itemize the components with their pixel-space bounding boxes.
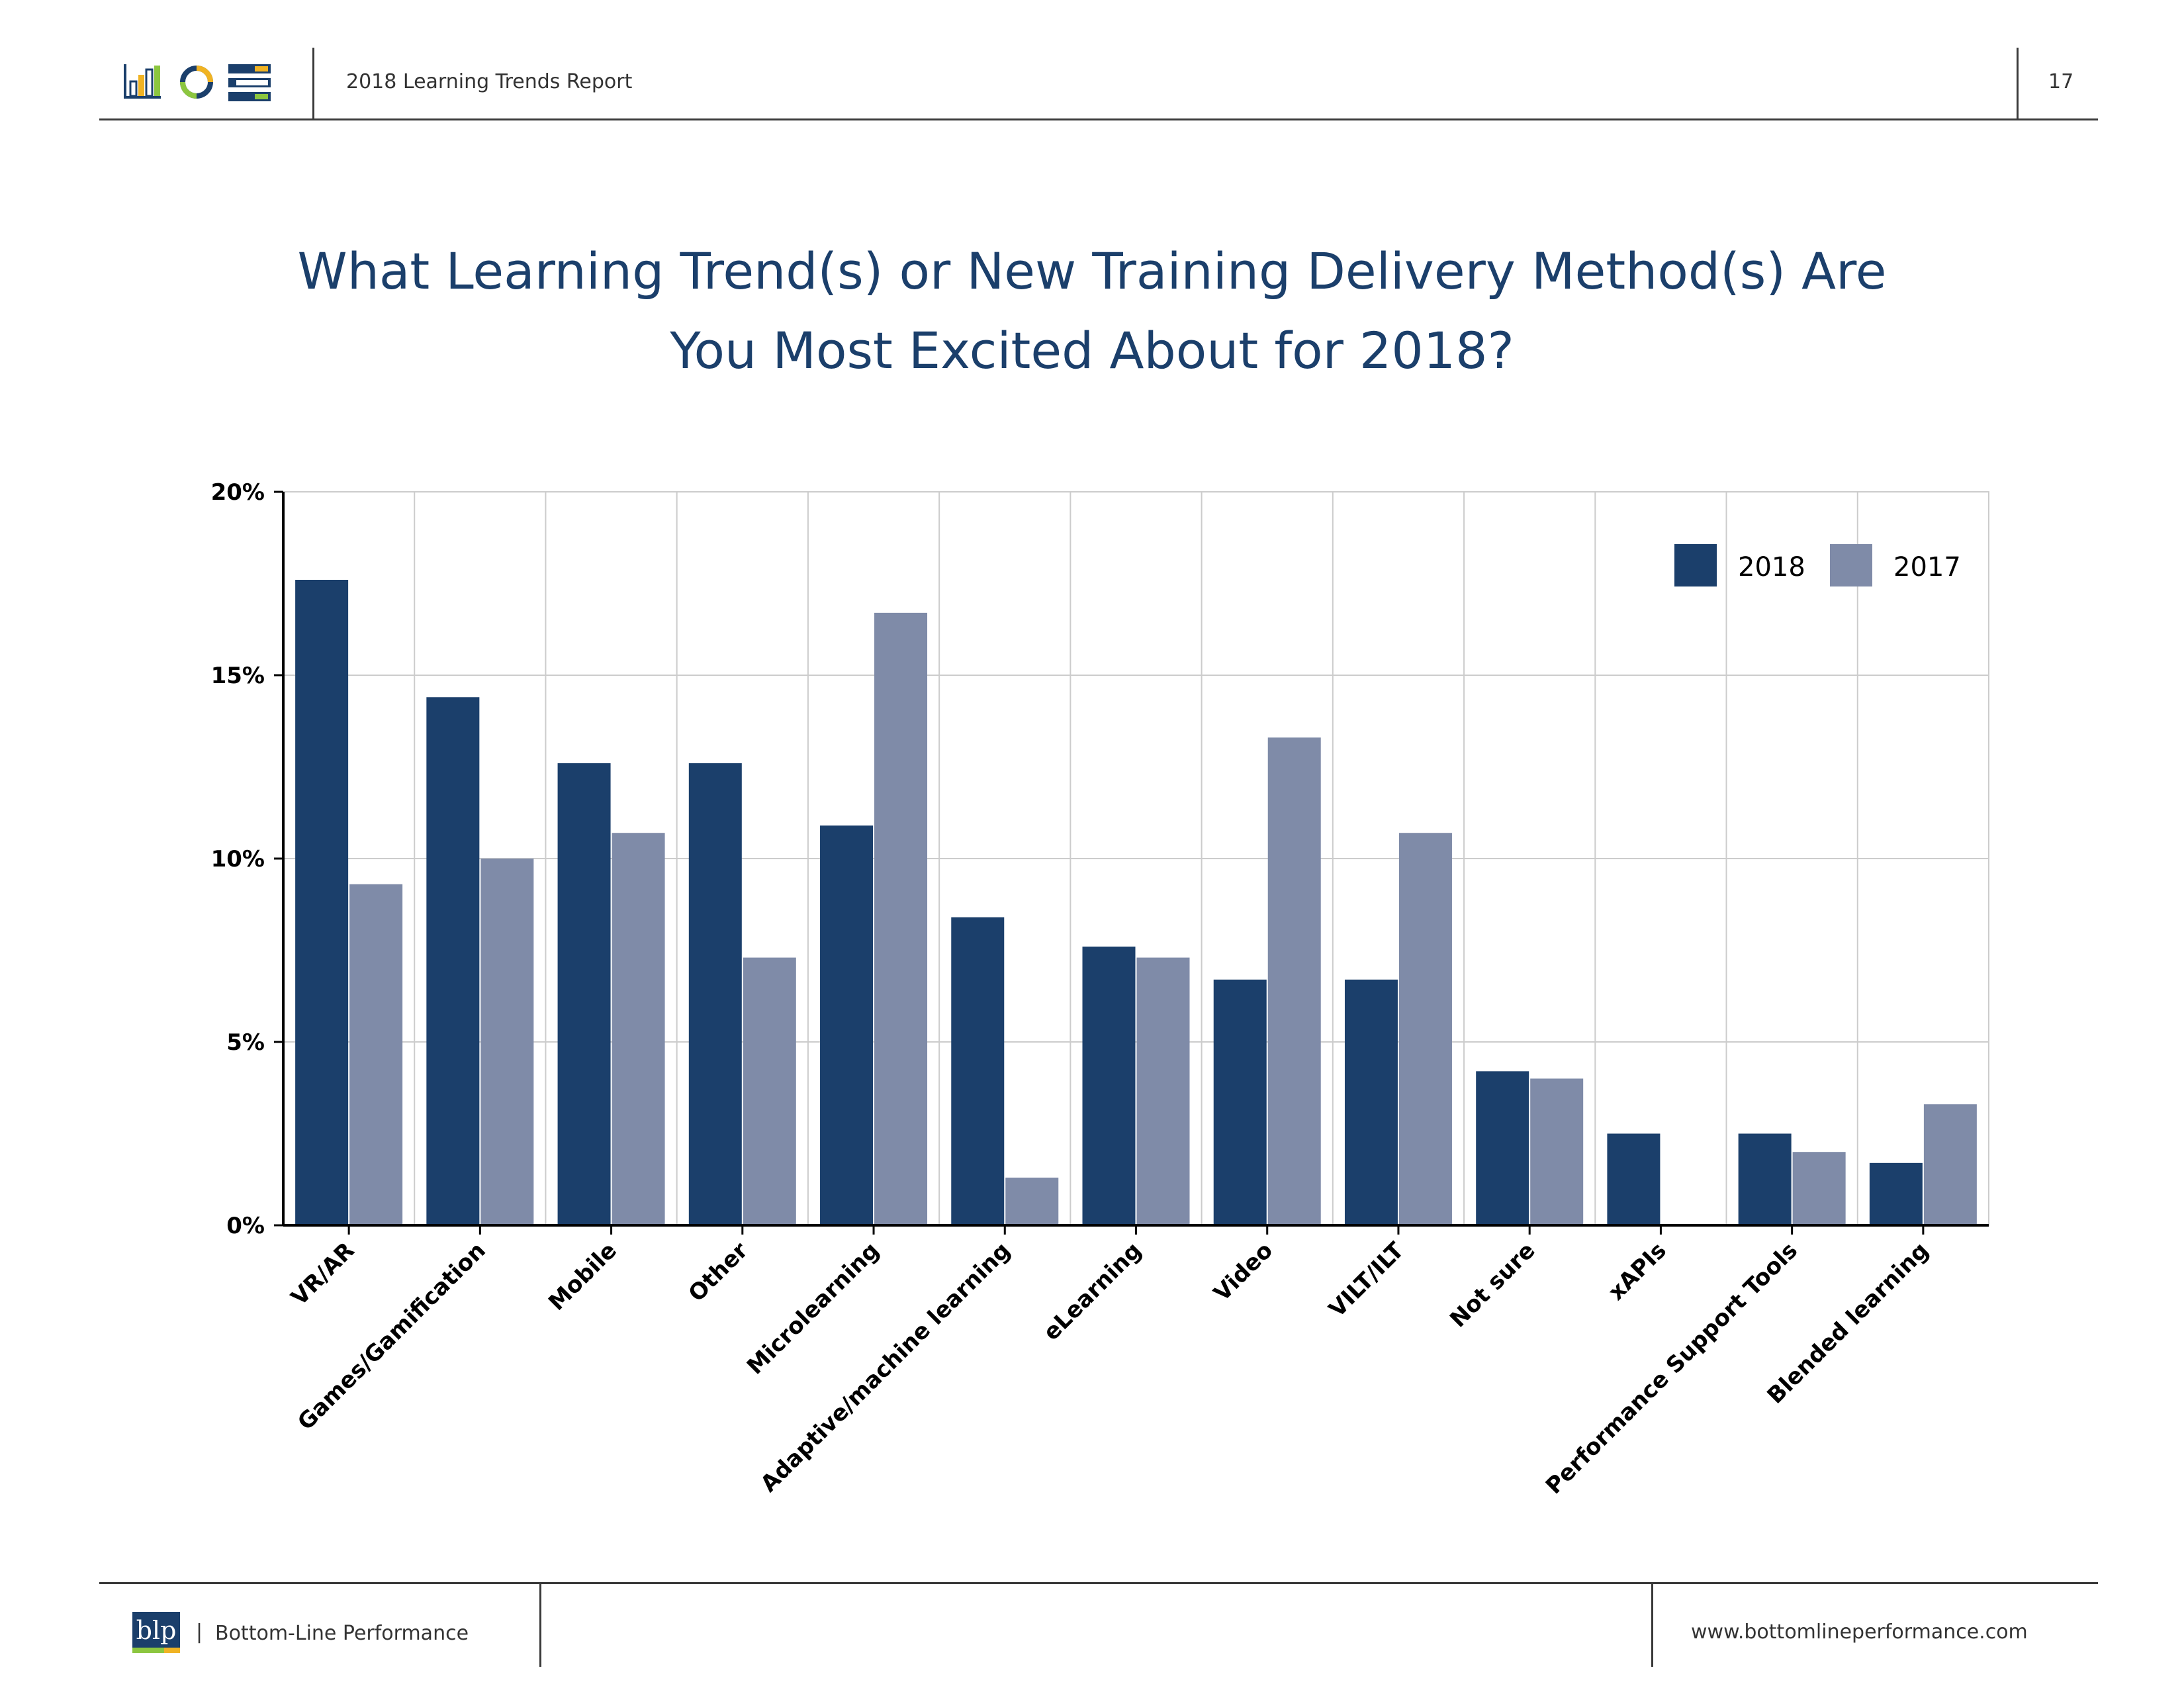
bar-2017 <box>1267 737 1321 1225</box>
x-tick-label: Adaptive/machine learning <box>756 1237 1016 1497</box>
bar-2018 <box>820 825 874 1225</box>
bar-2017 <box>1530 1078 1584 1225</box>
footer-divider-left <box>539 1584 541 1667</box>
company-logo: blp <box>132 1612 180 1653</box>
bar-2017 <box>612 833 665 1225</box>
legend-swatch-2018 <box>1674 544 1717 586</box>
bar-2018 <box>1607 1133 1661 1225</box>
bar-2017 <box>743 957 796 1225</box>
header-divider-left <box>312 48 314 120</box>
page-title-line1: What Learning Trend(s) or New Training D… <box>297 242 1887 301</box>
x-tick-label: VR/AR <box>286 1237 359 1311</box>
page-number: 17 <box>2048 70 2074 93</box>
bar-2018 <box>1082 946 1136 1225</box>
legend-label-2017: 2017 <box>1893 552 1961 583</box>
footer-separator: | <box>196 1620 203 1644</box>
x-tick-label: Microlearning <box>742 1237 884 1380</box>
donut-chart-icon <box>180 66 213 99</box>
page-title-line2: You Most Excited About for 2018? <box>670 321 1514 380</box>
bar-2017 <box>1136 957 1190 1225</box>
x-tick-label: Performance Support Tools <box>1541 1237 1803 1499</box>
bar-2018 <box>426 697 480 1225</box>
bar-2017 <box>1923 1104 1977 1225</box>
x-tick-label: Video <box>1208 1237 1278 1307</box>
bar-2018 <box>1344 979 1398 1225</box>
footer-rule <box>99 1582 2098 1584</box>
y-tick-label: 5% <box>226 1029 265 1056</box>
bar-2018 <box>1869 1162 1923 1225</box>
bar-2017 <box>874 612 928 1225</box>
y-tick-label: 15% <box>211 663 265 689</box>
y-tick-label: 10% <box>211 846 265 872</box>
x-tick-label: Mobile <box>543 1237 622 1316</box>
bar-2017 <box>480 859 534 1225</box>
header-rule <box>99 118 2098 120</box>
bar-2017 <box>349 884 403 1225</box>
y-tick-label: 20% <box>211 479 265 506</box>
y-tick-label: 0% <box>226 1213 265 1239</box>
list-icon <box>228 64 271 101</box>
report-title: 2018 Learning Trends Report <box>346 70 633 93</box>
x-tick-label: eLearning <box>1038 1237 1147 1346</box>
legend-label-2018: 2018 <box>1738 552 1805 583</box>
bar-2018 <box>295 579 349 1225</box>
header: 2018 Learning Trends Report 17 <box>0 0 2184 122</box>
x-tick-label: xAPIs <box>1604 1237 1672 1305</box>
bar-chart-icon <box>124 64 161 99</box>
bar-2017 <box>1792 1152 1846 1225</box>
bar-2018 <box>1738 1133 1792 1225</box>
x-tick-label: Not sure <box>1445 1237 1540 1333</box>
website-link[interactable]: www.bottomlineperformance.com <box>1691 1620 2028 1644</box>
company-logo-text: blp <box>136 1616 177 1645</box>
bar-2017 <box>1005 1177 1059 1225</box>
bar-2018 <box>557 763 611 1225</box>
x-tick-label: VILT/ILT <box>1324 1237 1410 1323</box>
header-divider-right <box>2017 48 2019 120</box>
bar-2018 <box>1476 1071 1529 1225</box>
page-title: What Learning Trend(s) or New Training D… <box>199 232 1985 391</box>
bar-2018 <box>1213 979 1267 1225</box>
bar-2017 <box>1398 833 1452 1225</box>
company-name: Bottom-Line Performance <box>215 1622 469 1645</box>
bar-2018 <box>951 917 1005 1225</box>
x-tick-label: Other <box>684 1237 754 1307</box>
legend-swatch-2017 <box>1830 544 1872 586</box>
footer-divider-right <box>1651 1584 1653 1667</box>
bar-2018 <box>688 763 742 1225</box>
footer: blp | Bottom-Line Performance www.bottom… <box>0 1575 2184 1688</box>
